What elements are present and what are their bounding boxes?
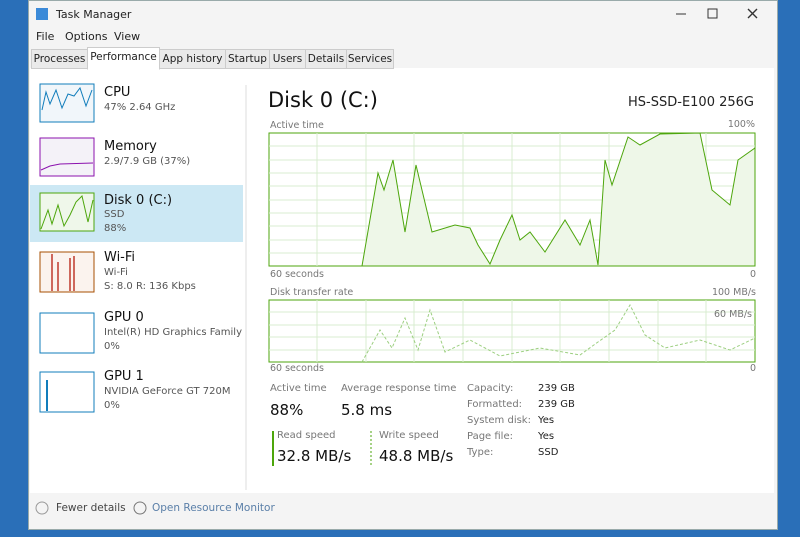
sidebar-name[interactable]: Disk 0 (C:): [104, 193, 173, 208]
sidebar-name[interactable]: CPU: [104, 85, 131, 100]
stat-label: Write speed: [379, 430, 439, 441]
property-label: Type:: [467, 447, 494, 458]
app-icon: [36, 8, 48, 20]
tab[interactable]: App history: [159, 49, 226, 69]
graph-scale: 60 MB/s: [714, 309, 752, 320]
property-value: Yes: [538, 415, 555, 426]
graph-label: Active time: [270, 120, 324, 131]
sidebar-value: 0%: [104, 400, 120, 411]
fewer-details[interactable]: Fewer details: [56, 502, 126, 514]
wifi-thumbnail: [39, 251, 95, 293]
stat-value: 5.8 ms: [341, 401, 393, 419]
stat-label: Average response time: [341, 383, 457, 394]
disk-thumbnail: [39, 192, 95, 232]
fewer-details-icon[interactable]: [35, 501, 49, 515]
graph-min: 0: [749, 269, 756, 280]
resource-monitor-icon[interactable]: [133, 501, 147, 515]
property-value: Yes: [538, 431, 555, 442]
menu-item[interactable]: View: [114, 30, 141, 43]
gpu0-thumbnail: [39, 312, 95, 354]
graph-max: 100%: [727, 119, 755, 130]
memory-thumbnail: [39, 137, 95, 177]
menu-item[interactable]: File: [36, 30, 55, 43]
sidebar-name[interactable]: Memory: [104, 139, 157, 154]
graph-label: Disk transfer rate: [270, 287, 354, 298]
property-label: Page file:: [467, 431, 513, 442]
sidebar-name[interactable]: GPU 1: [104, 369, 144, 384]
tab[interactable]: Users: [269, 49, 306, 69]
disk-model: HS-SSD-E100 256G: [628, 95, 754, 110]
sidebar-detail: NVIDIA GeForce GT 720M: [104, 386, 231, 397]
stat-value: 32.8 MB/s: [277, 447, 352, 465]
cpu-thumbnail: [39, 83, 95, 123]
sidebar-detail: Intel(R) HD Graphics Family: [104, 327, 242, 338]
sidebar-name[interactable]: GPU 0: [104, 310, 144, 325]
sidebar-detail: 47% 2.64 GHz: [104, 102, 176, 113]
tab[interactable]: Processes: [31, 49, 88, 69]
window-title: Task Manager: [56, 8, 132, 21]
property-value: 239 GB: [538, 399, 575, 410]
sidebar-value: 0%: [104, 341, 120, 352]
graph-max: 100 MB/s: [711, 287, 756, 298]
sidebar-value: S: 8.0 R: 136 Kbps: [104, 281, 196, 292]
sidebar-value: 88%: [104, 223, 127, 234]
tab[interactable]: Services: [346, 49, 394, 69]
tab[interactable]: Details: [305, 49, 347, 69]
stat-value: 48.8 MB/s: [379, 447, 454, 465]
gpu1-thumbnail: [39, 371, 95, 413]
property-label: Capacity:: [467, 383, 514, 394]
sidebar-detail: 2.9/7.9 GB (37%): [104, 156, 191, 167]
graph-min: 0: [749, 363, 756, 374]
menu-item[interactable]: Options: [65, 30, 108, 43]
active-time-graph: [268, 132, 756, 267]
tab[interactable]: Startup: [225, 49, 270, 69]
transfer-rate-graph: [268, 299, 756, 363]
stat-value: 88%: [270, 401, 304, 419]
disk-title: Disk 0 (C:): [268, 88, 378, 112]
close-icon[interactable]: [747, 8, 758, 19]
graph-time: 60 seconds: [270, 269, 324, 280]
property-label: Formatted:: [467, 399, 523, 410]
maximize-icon[interactable]: [707, 8, 718, 19]
tab[interactable]: Performance: [87, 47, 160, 70]
graph-time: 60 seconds: [270, 363, 324, 374]
stat-label: Active time: [270, 383, 327, 394]
stat-label: Read speed: [277, 430, 336, 441]
sidebar-name[interactable]: Wi-Fi: [104, 250, 136, 265]
sidebar-detail: Wi-Fi: [104, 267, 128, 278]
resource-monitor-link[interactable]: Open Resource Monitor: [152, 502, 275, 514]
sidebar-detail: SSD: [104, 209, 125, 220]
property-value: SSD: [538, 447, 559, 458]
property-value: 239 GB: [538, 383, 575, 394]
property-label: System disk:: [467, 415, 531, 426]
